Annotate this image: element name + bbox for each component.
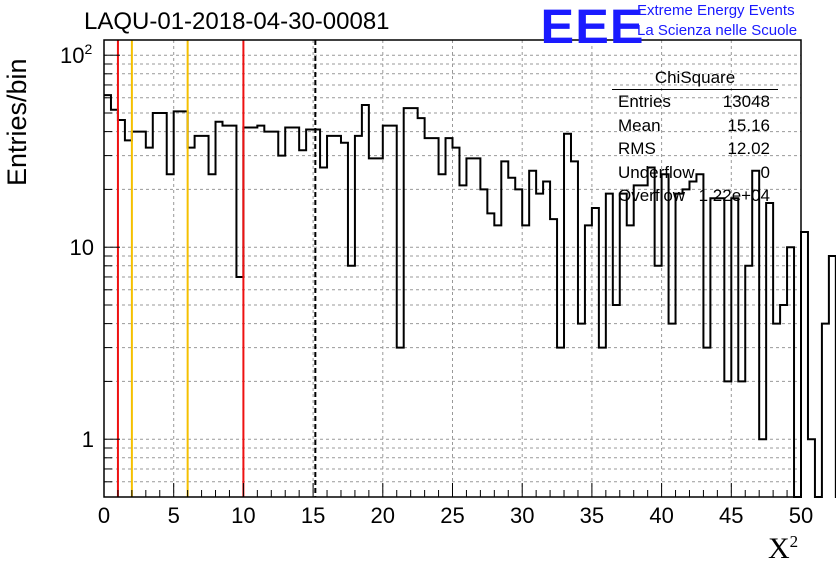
eee-logo: EEE [540, 1, 645, 54]
x-tick-label: 10 [231, 503, 255, 528]
x-tick-label: 20 [371, 503, 395, 528]
y-tick-label: 102 [60, 41, 92, 68]
stats-row-overflow: Overflow 1.22e+04 [612, 184, 778, 208]
stats-box-title: ChiSquare [612, 66, 778, 90]
stats-label: Underflow [618, 162, 695, 182]
stats-value: 0 [760, 162, 770, 182]
x-tick-label: 50 [789, 503, 813, 528]
stats-box: ChiSquare Entries 13048 Mean 15.16 RMS 12.0… [612, 66, 778, 208]
reference-lines [116, 40, 317, 497]
histogram [104, 94, 836, 498]
stats-label: Overflow [618, 186, 686, 205]
x-tick-label: 40 [649, 503, 673, 528]
stats-label: Mean [618, 115, 661, 135]
logo-line-2: La Scienza nelle Scuole [637, 22, 798, 39]
stats-row-mean: Mean 15.16 [612, 114, 778, 138]
x-tick-label: 0 [98, 503, 110, 528]
y-tick-label: 1 [82, 427, 94, 452]
stats-value: 12.02 [727, 139, 770, 158]
logo-line-1: Extreme Energy Events [637, 2, 795, 19]
x-tick-label: 30 [510, 503, 534, 528]
grid [104, 40, 801, 497]
stats-row-entries: Entries 13048 [612, 90, 778, 114]
x-tick-label: 45 [719, 503, 743, 528]
y-axis-label: Entries/bin [2, 58, 32, 186]
x-axis-label: X2 [768, 532, 798, 566]
stats-row-rms: RMS 12.02 [612, 137, 778, 161]
stats-value: 13048 [722, 92, 770, 111]
chart-title: LAQU-01-2018-04-30-00081 [84, 8, 390, 35]
x-axis-label-base: X [768, 532, 790, 565]
x-axis-label-sup: 2 [789, 532, 799, 551]
stats-label: Entries [618, 92, 671, 111]
x-tick-label: 35 [580, 503, 604, 528]
stats-value: 15.16 [727, 115, 770, 135]
axis-tick-labels: 0 5 10 15 20 25 30 35 40 45 50 1 10 102 [60, 41, 813, 528]
stats-row-underflow: Underflow 0 [612, 161, 778, 185]
stats-label: RMS [618, 139, 656, 158]
stats-value: 1.22e+04 [698, 186, 770, 205]
x-tick-label: 5 [168, 503, 180, 528]
histogram-outline [104, 94, 836, 498]
x-tick-label: 15 [301, 503, 325, 528]
x-tick-label: 25 [440, 503, 464, 528]
axis-ticks [103, 54, 802, 498]
y-tick-label: 10 [70, 235, 94, 260]
